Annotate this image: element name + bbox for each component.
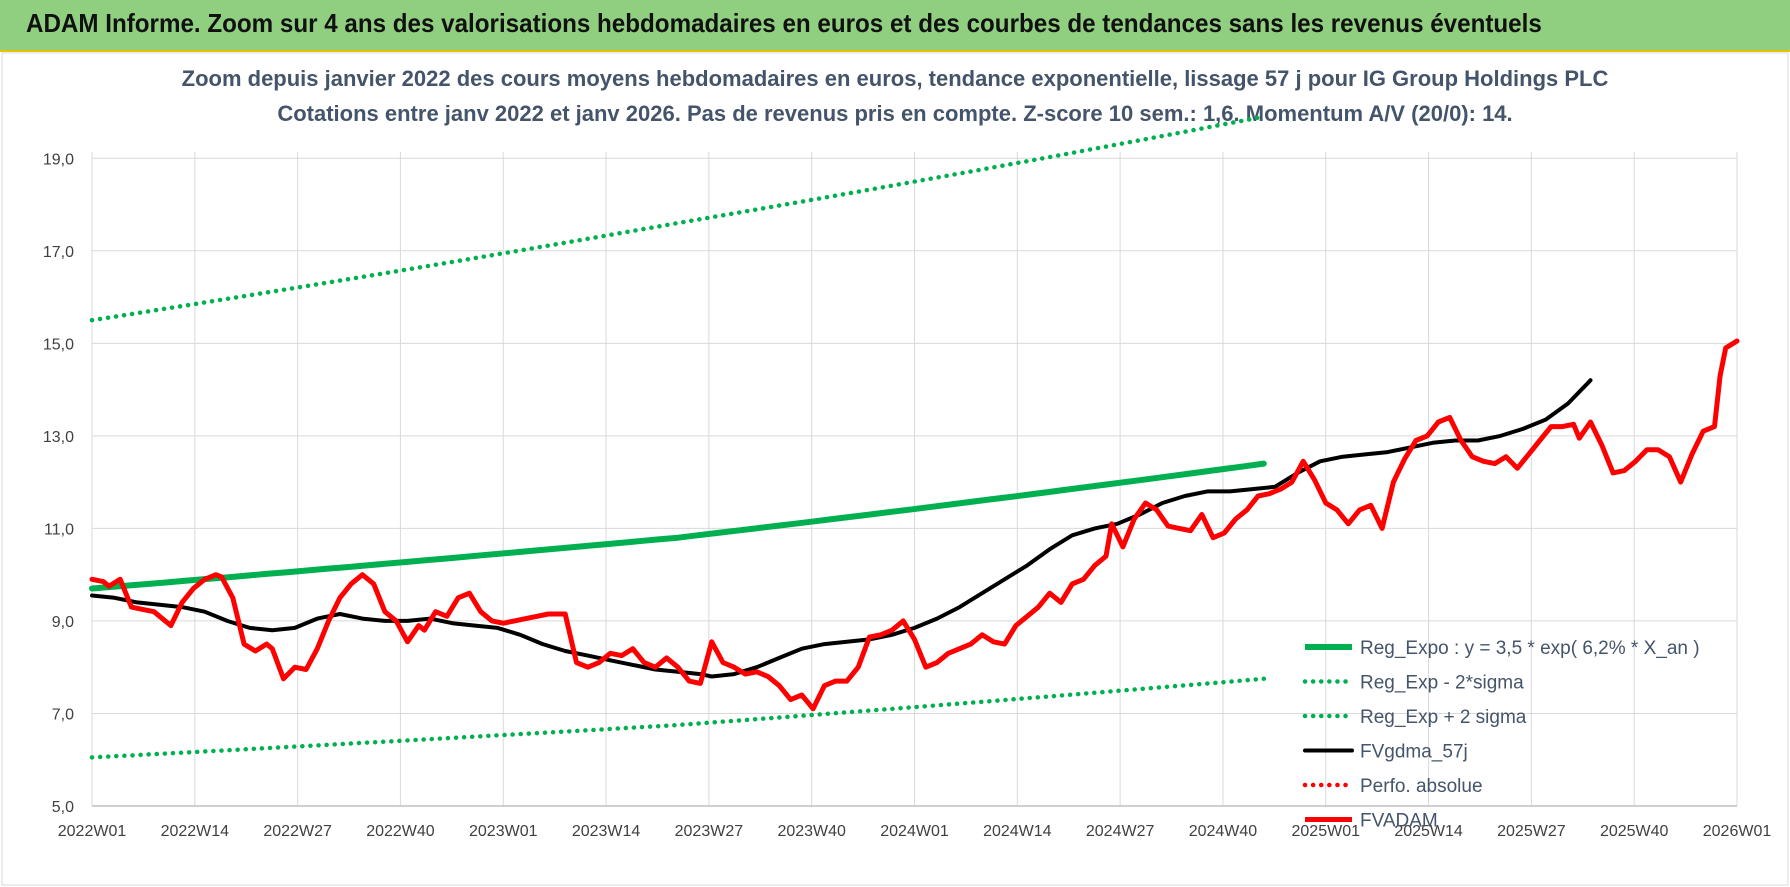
y-tick-label: 9,0 — [52, 614, 74, 631]
y-tick-label: 15,0 — [43, 336, 74, 353]
x-tick-label: 2023W01 — [469, 823, 538, 840]
x-tick-label: 2022W40 — [366, 823, 435, 840]
x-tick-label: 2022W27 — [263, 823, 332, 840]
x-tick-label: 2023W14 — [572, 823, 641, 840]
y-tick-label: 11,0 — [44, 521, 74, 538]
legend-label: Reg_Exp + 2 sigma — [1360, 707, 1527, 728]
x-tick-label: 2026W01 — [1703, 823, 1772, 840]
y-tick-label: 13,0 — [43, 429, 74, 446]
chart-legend: Reg_Expo : y = 3,5 * exp( 6,2% * X_an ) R… — [1302, 638, 1700, 832]
legend-label: Perfo. absolue — [1360, 776, 1483, 797]
x-tick-label: 2023W27 — [675, 823, 744, 840]
chart-svg: Zoom depuis janvier 2022 des cours moyen… — [1, 52, 1789, 886]
report-banner: ADAM Informe. Zoom sur 4 ans des valoris… — [0, 0, 1790, 52]
y-axis-ticks: 5,0 7,0 9,0 11,0 13,0 15,0 17,0 19,0 — [43, 151, 74, 816]
x-tick-label: 2024W14 — [983, 823, 1052, 840]
y-tick-label: 7,0 — [52, 706, 74, 723]
chart-subtitle: Cotations entre janv 2022 et janv 2026. … — [277, 101, 1512, 126]
y-tick-label: 17,0 — [43, 244, 74, 261]
chart-frame — [1, 52, 1789, 886]
chart-series — [89, 114, 1740, 760]
legend-label: FVADAM — [1360, 811, 1438, 832]
x-tick-label: 2025W40 — [1600, 823, 1669, 840]
x-tick-label: 2022W14 — [161, 823, 230, 840]
x-tick-label: 2023W40 — [777, 823, 846, 840]
chart-gridlines — [91, 152, 1738, 807]
x-tick-label: 2022W01 — [58, 823, 127, 840]
series-line — [90, 378, 1593, 679]
legend-label: FVgdma_57j — [1360, 742, 1468, 763]
report-banner-title: ADAM Informe. Zoom sur 4 ans des valoris… — [26, 8, 1542, 38]
x-tick-label: 2025W27 — [1497, 823, 1566, 840]
legend-label: Reg_Exp - 2*sigma — [1360, 673, 1524, 694]
x-axis-ticks: 2022W01 2022W14 2022W27 2022W40 2023W01 2023W… — [58, 823, 1772, 840]
series-line — [89, 676, 1267, 760]
x-tick-label: 2025W01 — [1292, 823, 1361, 840]
x-tick-label: 2024W40 — [1189, 823, 1258, 840]
series-line — [89, 460, 1267, 592]
y-tick-label: 5,0 — [52, 799, 74, 816]
legend-label: Reg_Expo : y = 3,5 * exp( 6,2% * X_an ) — [1360, 638, 1700, 659]
x-tick-label: 2024W01 — [880, 823, 949, 840]
x-tick-label: 2024W27 — [1086, 823, 1155, 840]
chart-title: Zoom depuis janvier 2022 des cours moyen… — [182, 66, 1609, 91]
y-tick-label: 19,0 — [43, 151, 74, 168]
series-line — [89, 338, 1740, 712]
x-tick-label: 2025W14 — [1394, 823, 1463, 840]
